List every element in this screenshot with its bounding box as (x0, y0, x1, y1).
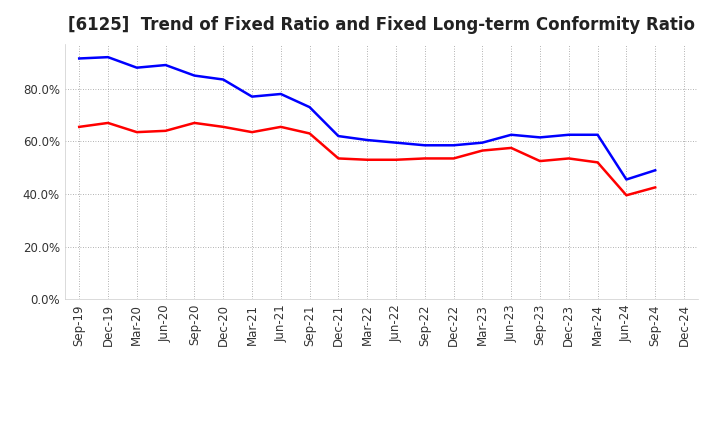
Fixed Ratio (305, 105, 314, 110)
Fixed Ratio (104, 55, 112, 60)
Fixed Ratio (651, 168, 660, 173)
Fixed Long-term Conformity Ratio (219, 124, 228, 129)
Fixed Ratio (564, 132, 573, 137)
Fixed Long-term Conformity Ratio (334, 156, 343, 161)
Fixed Ratio (593, 132, 602, 137)
Fixed Long-term Conformity Ratio (363, 157, 372, 162)
Legend: Fixed Ratio, Fixed Long-term Conformity Ratio: Fixed Ratio, Fixed Long-term Conformity … (165, 439, 598, 440)
Fixed Long-term Conformity Ratio (392, 157, 400, 162)
Fixed Ratio (420, 143, 429, 148)
Fixed Ratio (219, 77, 228, 82)
Fixed Long-term Conformity Ratio (161, 128, 170, 133)
Fixed Long-term Conformity Ratio (276, 124, 285, 129)
Fixed Ratio (190, 73, 199, 78)
Line: Fixed Ratio: Fixed Ratio (79, 57, 655, 180)
Fixed Long-term Conformity Ratio (651, 185, 660, 190)
Fixed Ratio (622, 177, 631, 182)
Fixed Long-term Conformity Ratio (536, 158, 544, 164)
Fixed Long-term Conformity Ratio (622, 193, 631, 198)
Fixed Long-term Conformity Ratio (248, 129, 256, 135)
Fixed Long-term Conformity Ratio (104, 120, 112, 125)
Fixed Ratio (392, 140, 400, 145)
Fixed Long-term Conformity Ratio (132, 129, 141, 135)
Fixed Long-term Conformity Ratio (420, 156, 429, 161)
Fixed Long-term Conformity Ratio (75, 124, 84, 129)
Fixed Long-term Conformity Ratio (449, 156, 458, 161)
Fixed Ratio (75, 56, 84, 61)
Fixed Ratio (276, 92, 285, 97)
Fixed Long-term Conformity Ratio (593, 160, 602, 165)
Title: [6125]  Trend of Fixed Ratio and Fixed Long-term Conformity Ratio: [6125] Trend of Fixed Ratio and Fixed Lo… (68, 16, 695, 34)
Fixed Long-term Conformity Ratio (478, 148, 487, 153)
Fixed Long-term Conformity Ratio (564, 156, 573, 161)
Fixed Ratio (507, 132, 516, 137)
Fixed Ratio (334, 133, 343, 139)
Fixed Ratio (363, 137, 372, 143)
Fixed Ratio (161, 62, 170, 68)
Fixed Long-term Conformity Ratio (305, 131, 314, 136)
Fixed Long-term Conformity Ratio (190, 120, 199, 125)
Fixed Ratio (248, 94, 256, 99)
Fixed Ratio (536, 135, 544, 140)
Line: Fixed Long-term Conformity Ratio: Fixed Long-term Conformity Ratio (79, 123, 655, 195)
Fixed Long-term Conformity Ratio (507, 145, 516, 150)
Fixed Ratio (449, 143, 458, 148)
Fixed Ratio (478, 140, 487, 145)
Fixed Ratio (132, 65, 141, 70)
